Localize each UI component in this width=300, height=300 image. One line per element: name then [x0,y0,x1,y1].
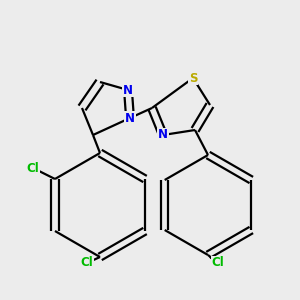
Text: N: N [158,128,168,142]
Text: S: S [189,71,197,85]
Text: Cl: Cl [212,256,224,269]
Text: Cl: Cl [27,161,39,175]
Text: N: N [125,112,135,124]
Text: N: N [123,83,133,97]
Text: Cl: Cl [81,256,93,269]
